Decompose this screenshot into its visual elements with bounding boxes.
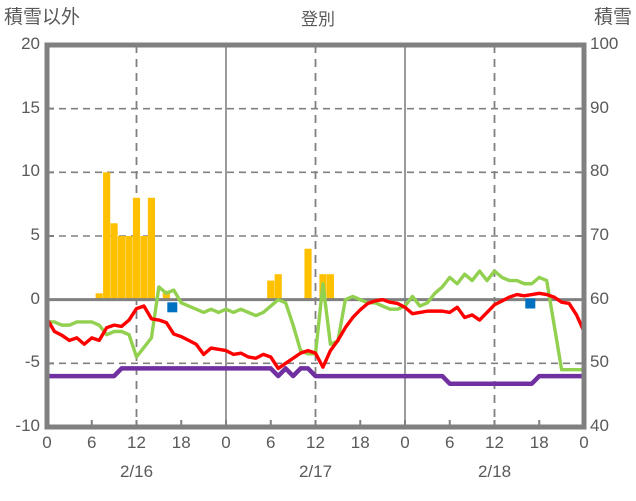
- x-tick: 6: [266, 433, 276, 452]
- data-lines: [44, 269, 587, 386]
- y-tick-right: 100: [590, 34, 619, 53]
- y-tick-left: 5: [30, 225, 40, 244]
- x-tick: 6: [87, 433, 97, 452]
- y-tick-left: 0: [30, 288, 40, 308]
- y-tick-right: 70: [590, 225, 609, 244]
- left-axis-title: 積雪以外: [4, 7, 81, 28]
- right-axis-title: 積雪: [593, 7, 632, 28]
- y-tick-left: 20: [21, 34, 40, 53]
- x-day-label: 2/16: [119, 462, 154, 481]
- y-tick-left: 10: [21, 161, 40, 181]
- y-tick-left: -10: [15, 416, 40, 435]
- y-tick-left: 15: [21, 97, 40, 117]
- x-tick: 0: [579, 433, 589, 452]
- x-day-label: 2/17: [298, 462, 333, 481]
- x-tick: 12: [485, 433, 504, 452]
- x-tick: 0: [221, 433, 231, 452]
- x-tick: 18: [171, 433, 191, 452]
- y-tick-right: 50: [590, 352, 609, 372]
- plot-frame: [44, 42, 587, 430]
- x-day-label: 2/18: [477, 462, 512, 481]
- x-tick: 12: [306, 433, 325, 452]
- y-tick-right: 60: [590, 288, 609, 308]
- x-tick: 6: [445, 433, 455, 452]
- precipitation-bars: [95, 172, 334, 300]
- y-tick-right: 80: [590, 161, 609, 181]
- x-tick: 18: [350, 433, 370, 452]
- chart-title: 登別: [301, 10, 335, 29]
- x-tick: 0: [42, 433, 52, 452]
- y-tick-right: 90: [590, 97, 609, 117]
- y-tick-right: 40: [590, 416, 609, 435]
- y-tick-left: -5: [24, 352, 40, 372]
- blue-markers: [167, 298, 536, 313]
- x-tick: 18: [529, 433, 549, 452]
- x-tick: 12: [127, 433, 146, 452]
- x-tick: 0: [400, 433, 410, 452]
